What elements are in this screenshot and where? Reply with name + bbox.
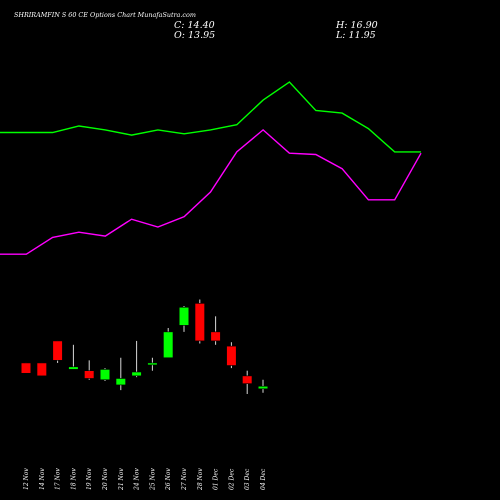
candle-body: [257, 385, 269, 390]
overlay-line-1: [0, 81, 421, 153]
candle-body: [194, 303, 205, 342]
candle-body: [52, 340, 63, 361]
open-value: O: 13.95: [174, 30, 216, 41]
close-value: C: 14.40: [174, 20, 215, 31]
x-tick-label: 19 Nov: [86, 468, 93, 490]
x-tick-label: 20 Nov: [102, 468, 109, 491]
candle-body: [210, 331, 221, 342]
candle-body: [84, 370, 95, 379]
low-value: L: 11.95: [336, 30, 376, 41]
high-value: H: 16.90: [336, 20, 378, 31]
candle-body: [131, 371, 142, 377]
x-tick-label: 12 Nov: [23, 468, 30, 490]
x-tick-label: 28 Nov: [197, 468, 204, 491]
x-tick-label: 25 Nov: [149, 468, 156, 491]
x-tick-label: 14 Nov: [39, 468, 46, 490]
candle-body: [242, 375, 253, 384]
x-tick-label: 18 Nov: [70, 468, 77, 490]
overlay-line-2: [0, 128, 422, 255]
x-tick-label: 27 Nov: [181, 468, 188, 491]
candle-body: [99, 369, 111, 381]
x-tick-label: 02 Dec: [228, 468, 235, 490]
candle-body: [163, 331, 174, 359]
candle-body: [115, 378, 126, 386]
x-tick-label: 26 Nov: [165, 468, 172, 491]
x-tick-label: 01 Dec: [213, 468, 220, 490]
candle-body: [20, 362, 32, 374]
x-tick-label: 17 Nov: [55, 468, 62, 490]
x-tick-label: 04 Dec: [260, 468, 267, 490]
candle-body: [226, 345, 237, 366]
candle-body: [147, 362, 158, 366]
x-tick-label: 24 Nov: [134, 468, 141, 491]
candle-body: [36, 362, 47, 377]
chart-title: SHRIRAMFIN S 60 CE Options Chart MunafaS…: [14, 11, 196, 19]
candle-body: [68, 366, 79, 370]
x-tick-label: 03 Dec: [244, 468, 251, 490]
candle-body: [178, 306, 190, 326]
x-tick-label: 21 Nov: [118, 468, 125, 491]
